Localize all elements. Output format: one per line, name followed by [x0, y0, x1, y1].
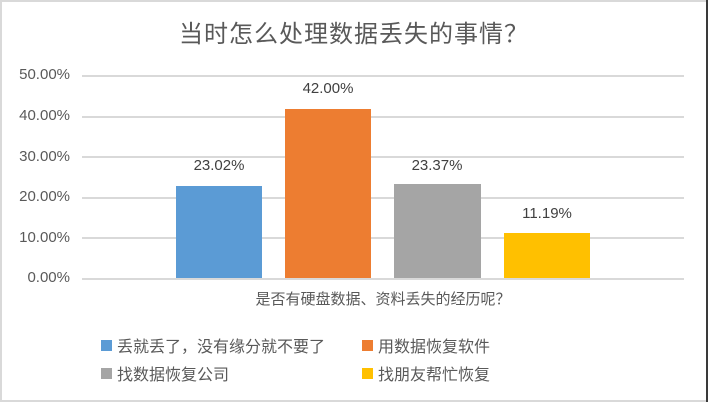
y-tick-20: 20.00%: [19, 188, 70, 205]
y-tick-40: 40.00%: [19, 107, 70, 124]
bar-recovery-software[interactable]: [285, 109, 371, 278]
legend-item-ask-friends[interactable]: 找朋友帮忙恢复: [362, 361, 490, 385]
legend-item-give-up[interactable]: 丢就丢了，没有缘分就不要了: [101, 333, 325, 357]
y-tick-50: 50.00%: [19, 66, 70, 83]
data-label-recovery-software: 42.00%: [302, 80, 354, 97]
legend-swatch-blue-icon: [101, 339, 112, 351]
bar-recovery-company[interactable]: [394, 184, 481, 278]
legend-swatch-yellow-icon: [362, 367, 373, 379]
legend-label: 用数据恢复软件: [378, 337, 491, 356]
legend-item-recovery-software[interactable]: 用数据恢复软件: [362, 333, 490, 357]
gridline-30: [82, 156, 684, 158]
x-axis-line: [82, 278, 684, 280]
data-label-give-up: 23.02%: [193, 157, 245, 174]
gridline-50: [82, 75, 684, 77]
data-label-recovery-company: 23.37%: [411, 157, 463, 174]
data-label-ask-friends: 11.19%: [522, 205, 572, 222]
y-tick-0: 0.00%: [27, 269, 70, 286]
legend-label: 找数据恢复公司: [117, 365, 230, 384]
x-axis-label: 是否有硬盘数据、资料丢失的经历呢？: [255, 290, 511, 308]
legend-item-recovery-company[interactable]: 找数据恢复公司: [101, 361, 229, 385]
y-tick-10: 10.00%: [19, 229, 70, 246]
legend-label: 丢就丢了，没有缘分就不要了: [117, 337, 326, 356]
legend-swatch-orange-icon: [362, 339, 373, 351]
y-tick-30: 30.00%: [19, 148, 70, 165]
gridline-40: [82, 116, 684, 118]
chart-title: 当时怎么处理数据丢失的事情？: [179, 20, 529, 48]
bar-ask-friends[interactable]: [504, 233, 590, 278]
gridline-20: [82, 197, 684, 199]
gridline-10: [82, 237, 684, 239]
legend-swatch-gray-icon: [101, 367, 112, 379]
bar-give-up[interactable]: [176, 186, 262, 278]
legend-label: 找朋友帮忙恢复: [378, 365, 491, 384]
window-edge: [706, 0, 708, 402]
